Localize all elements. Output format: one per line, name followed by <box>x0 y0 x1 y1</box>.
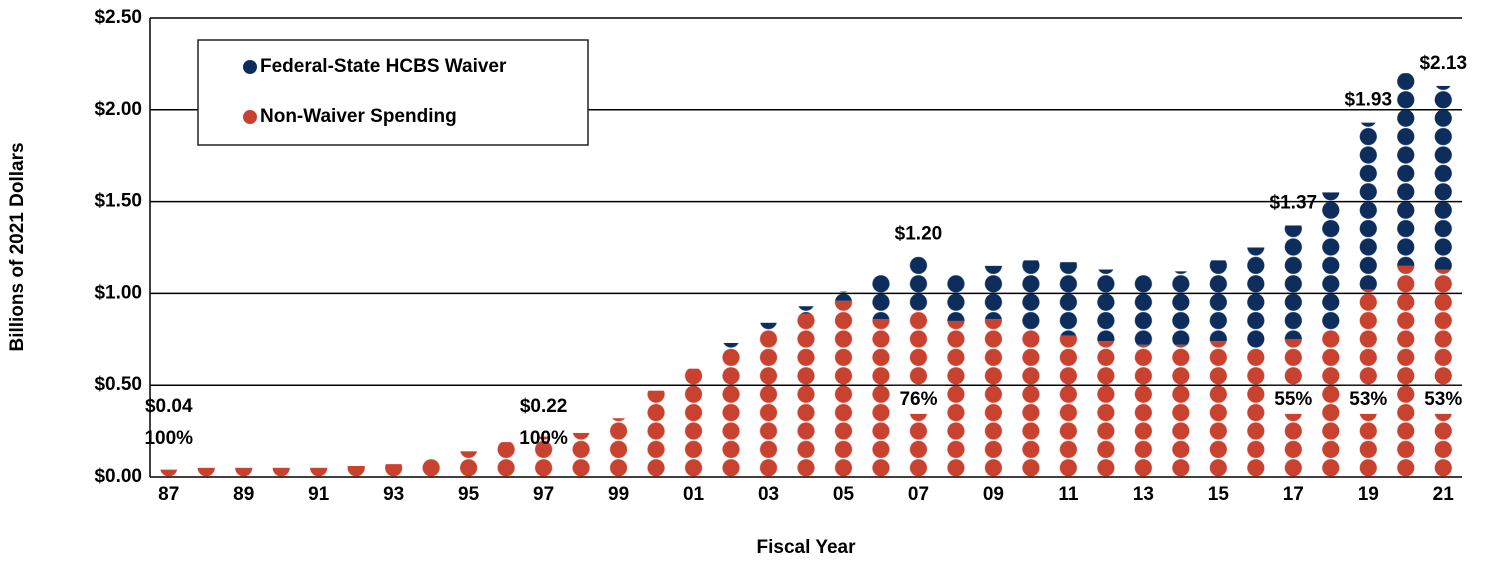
bar-segment <box>299 467 338 477</box>
y-tick-label: $0.50 <box>94 374 142 395</box>
x-tick-label: 97 <box>533 484 554 505</box>
share-label-bg <box>891 385 946 414</box>
x-tick-label: 11 <box>1058 484 1079 505</box>
bar-segment <box>749 322 788 331</box>
bar-segment <box>1124 344 1163 477</box>
y-tick-label: $1.50 <box>94 191 142 212</box>
legend-box <box>197 39 589 146</box>
bar-segment <box>262 467 300 477</box>
x-tick-label: 93 <box>383 484 404 505</box>
bar-segment <box>1124 275 1163 345</box>
bar-segment <box>1387 265 1425 477</box>
bar-segment <box>1312 192 1350 331</box>
total-label: $0.04 <box>145 396 193 417</box>
share-label-bg <box>1266 385 1321 414</box>
x-tick-label: 05 <box>833 484 855 505</box>
share-label-bg <box>1341 385 1396 414</box>
legend-marker <box>243 110 257 124</box>
bar-segment <box>1424 85 1462 270</box>
x-axis-title: Fiscal Year <box>757 537 857 558</box>
x-tick-label: 13 <box>1133 484 1154 505</box>
bar-segment <box>1349 289 1388 477</box>
bar-segment <box>1274 225 1313 340</box>
bar-segment <box>974 265 1013 320</box>
bar-segment <box>487 442 525 477</box>
share-label: 55% <box>1274 389 1312 410</box>
bar-segment <box>1199 260 1238 342</box>
share-label: 100% <box>144 428 193 449</box>
bar-segment <box>862 275 900 320</box>
bar-segment <box>187 467 225 477</box>
bar-segment <box>412 458 450 477</box>
share-label-bg <box>1416 385 1471 414</box>
bar-segment <box>637 390 675 477</box>
total-label: $1.93 <box>1345 90 1393 111</box>
bar-segment <box>712 342 750 349</box>
x-tick-label: 01 <box>683 484 705 505</box>
bar-segment <box>824 300 863 477</box>
bar-segment <box>337 465 375 477</box>
x-tick-label: 87 <box>158 484 179 505</box>
bar-segment <box>1012 260 1050 331</box>
bar-segment <box>974 319 1013 477</box>
total-label: $2.13 <box>1419 53 1467 74</box>
bar-segment <box>1349 122 1388 290</box>
legend-label: Non-Waiver Spending <box>260 106 457 127</box>
bar-segment <box>524 436 563 477</box>
bar-segment <box>712 348 750 477</box>
bar-segment <box>787 313 825 477</box>
x-tick-label: 07 <box>908 484 929 505</box>
x-tick-label: 95 <box>458 484 480 505</box>
x-tick-label: 03 <box>758 484 779 505</box>
bar-segment <box>1087 269 1125 342</box>
bar-segment <box>1049 262 1088 336</box>
legend-label: Federal-State HCBS Waiver <box>260 56 507 77</box>
share-label: 76% <box>899 389 937 410</box>
bar-segment <box>449 451 488 477</box>
bar-segment <box>224 467 263 477</box>
bar-segment <box>374 464 413 477</box>
bar-segment <box>787 306 825 314</box>
x-tick-label: 21 <box>1433 484 1455 505</box>
y-axis-title: Billions of 2021 Dollars <box>7 142 28 351</box>
x-tick-label: 17 <box>1283 484 1304 505</box>
y-tick-label: $0.00 <box>94 466 142 487</box>
bar-segment <box>1424 269 1462 477</box>
bar-segment <box>824 291 863 301</box>
x-tick-label: 99 <box>608 484 629 505</box>
bar-segment <box>1387 73 1425 266</box>
y-tick-label: $1.00 <box>94 282 142 303</box>
share-label: 53% <box>1424 389 1462 410</box>
total-label: $1.37 <box>1270 192 1318 213</box>
bar-segment <box>1087 341 1125 477</box>
bar-segment <box>599 418 638 477</box>
bar-segment <box>1162 271 1200 345</box>
bar-segment <box>1199 341 1238 477</box>
bar-segment <box>749 330 788 477</box>
bar-segment <box>674 368 713 477</box>
y-tick-label: $2.50 <box>94 7 142 28</box>
legend-marker <box>243 60 257 74</box>
bar-segment <box>937 275 975 321</box>
share-label: 53% <box>1349 389 1387 410</box>
x-tick-label: 09 <box>983 484 1004 505</box>
total-label: $0.22 <box>520 396 568 417</box>
bar-segment <box>1237 247 1275 349</box>
bar-segment <box>1049 335 1088 477</box>
x-tick-label: 89 <box>233 484 254 505</box>
x-tick-label: 19 <box>1358 484 1379 505</box>
x-tick-label: 15 <box>1208 484 1230 505</box>
bar-segment <box>562 432 600 477</box>
share-label: 100% <box>519 428 568 449</box>
bar-segment <box>150 469 188 477</box>
y-tick-label: $2.00 <box>94 99 142 120</box>
bar-segment <box>899 256 938 310</box>
total-label: $1.20 <box>895 224 943 245</box>
x-tick-label: 91 <box>308 484 330 505</box>
bar-segment <box>1012 330 1050 477</box>
bar-segment <box>1162 344 1200 477</box>
